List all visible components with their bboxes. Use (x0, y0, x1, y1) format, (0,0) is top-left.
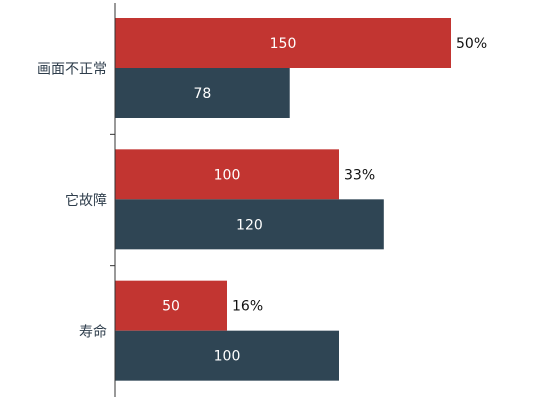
bar-value-label: 100 (214, 167, 241, 183)
bar (115, 330, 339, 381)
bar (115, 199, 384, 250)
bar-value-label: 50 (162, 299, 180, 315)
bar (115, 18, 451, 68)
category-label: 寿命 (79, 323, 107, 340)
category-label: 它故障 (65, 192, 107, 209)
bar-value-label: 78 (193, 86, 211, 102)
bar-value-label: 120 (236, 217, 263, 233)
percent-label: 50% (456, 36, 487, 52)
category-label: 画面不正常 (37, 62, 107, 78)
percent-label: 16% (232, 299, 263, 315)
percent-label: 33% (344, 167, 375, 183)
bar (115, 280, 227, 331)
bar-value-label: 100 (214, 349, 241, 365)
bar (115, 68, 290, 118)
bar-value-label: 150 (270, 36, 297, 52)
bar (115, 149, 339, 200)
